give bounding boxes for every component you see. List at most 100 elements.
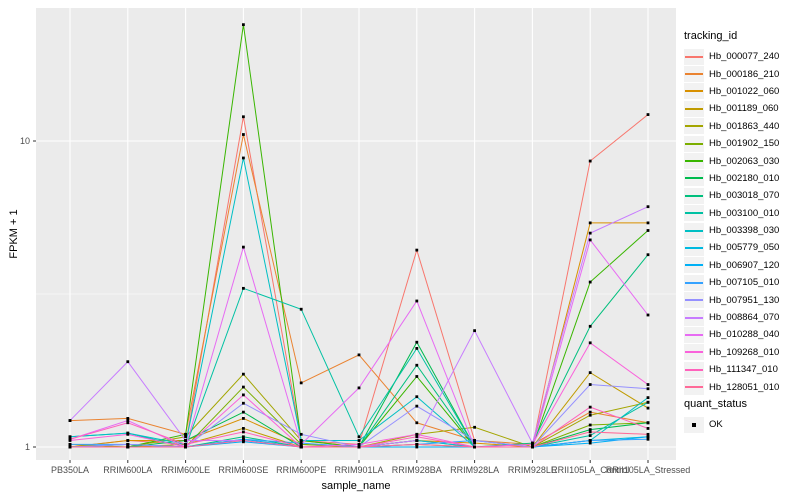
data-point: [415, 404, 419, 408]
data-point: [242, 385, 245, 389]
data-point: [299, 439, 303, 442]
legend-key-box: [684, 153, 704, 170]
legend-key-box: [684, 187, 704, 204]
x-tick-label: RRIM901LA: [334, 465, 383, 475]
data-point: [646, 387, 650, 391]
legend-entry: Hb_000077_240: [684, 48, 798, 65]
data-point: [126, 432, 130, 436]
legend-key-box: [684, 205, 704, 222]
x-tick-label: RRIM600LA: [103, 465, 152, 475]
data-point: [184, 435, 187, 439]
data-point: [588, 413, 592, 417]
data-point: [588, 159, 592, 163]
legend2-entries: OK: [684, 416, 798, 433]
legend-color-line: [685, 125, 703, 128]
data-point: [646, 113, 650, 116]
data-point: [126, 417, 130, 420]
data-point: [357, 435, 361, 439]
legend-entry: Hb_008864_070: [684, 309, 798, 326]
legend-color-line: [685, 316, 703, 319]
data-point: [415, 421, 419, 425]
data-point: [473, 329, 476, 333]
data-point: [126, 439, 130, 442]
legend-label: Hb_003100_010: [709, 207, 780, 219]
data-point: [646, 313, 650, 317]
legend-color-line: [685, 160, 703, 163]
data-point: [242, 372, 245, 376]
data-point: [473, 445, 476, 449]
legend-entry-quant: OK: [684, 416, 798, 433]
legend-entries: Hb_000077_240 Hb_000186_210 Hb_001022_060 H…: [684, 48, 798, 396]
data-point: [242, 115, 245, 119]
data-point: [588, 428, 592, 431]
legend-quant-status: quant_status OK: [684, 398, 798, 433]
legend-entry: Hb_000186_210: [684, 65, 798, 83]
legend-label: Hb_128051_010: [709, 381, 780, 393]
data-point: [184, 445, 187, 449]
legend-label: Hb_000186_210: [709, 68, 780, 80]
legend-key-box: [684, 416, 704, 433]
legend-label: Hb_005779_050: [709, 242, 780, 254]
data-point: [415, 432, 419, 436]
legend-label: Hb_002063_030: [709, 155, 780, 167]
legend-label: Hb_007105_010: [709, 277, 780, 289]
data-point: [588, 430, 592, 434]
data-point: [184, 442, 187, 446]
data-point: [242, 430, 245, 434]
data-point: [126, 360, 130, 364]
x-tick-label: RRIM600SE: [218, 465, 268, 475]
data-point: [242, 435, 245, 439]
legend-key-box: [684, 344, 704, 361]
legend-color-line: [685, 177, 703, 180]
legend-key-box: [684, 257, 704, 274]
legend-entry: Hb_002063_030: [684, 152, 798, 170]
legend-entry: Hb_001863_440: [684, 118, 798, 135]
x-tick-label: PB350LA: [51, 465, 89, 475]
data-point: [588, 410, 592, 414]
data-point: [68, 445, 72, 449]
legend-key-box: [684, 309, 704, 326]
data-point: [588, 434, 592, 437]
legend-key-box: [684, 222, 704, 239]
data-point: [68, 442, 72, 446]
data-point: [126, 442, 130, 446]
data-point: [415, 375, 419, 378]
legend-label: Hb_001902_150: [709, 138, 780, 150]
y-tick-label: 10: [20, 136, 30, 146]
legend-entry: Hb_001902_150: [684, 135, 798, 152]
data-point: [588, 439, 592, 442]
legend-key-box: [684, 48, 704, 65]
data-point: [126, 419, 130, 422]
data-point: [68, 435, 72, 439]
legend-label: Hb_109268_010: [709, 346, 780, 358]
legend-key-box: [684, 326, 704, 343]
legend-key-box: [684, 100, 704, 117]
data-point: [646, 221, 650, 225]
legend-label: Hb_001022_060: [709, 85, 780, 97]
data-point: [299, 307, 303, 311]
data-point: [299, 432, 303, 436]
legend-key-box: [684, 292, 704, 309]
data-point: [646, 229, 650, 232]
data-point: [646, 421, 650, 425]
data-point: [299, 445, 303, 449]
legend-tracking-id: tracking_id Hb_000077_240 Hb_000186_210 Hb…: [684, 30, 798, 396]
legend-key-box: [684, 118, 704, 135]
data-point: [415, 442, 419, 446]
legend-color-line: [685, 90, 703, 93]
legend-color-line: [685, 333, 703, 336]
legend-color-line: [685, 73, 703, 76]
data-point: [242, 427, 245, 430]
legend-key-box: [684, 239, 704, 256]
x-tick-label: RRIM928LE: [508, 465, 557, 475]
data-point: [242, 156, 245, 160]
data-point: [184, 439, 187, 442]
data-point: [242, 23, 245, 27]
data-point: [357, 439, 361, 442]
legend-label: Hb_006907_120: [709, 259, 780, 271]
legend-key-box: [684, 135, 704, 152]
legend-label: Hb_007951_130: [709, 294, 780, 306]
x-tick-label: RRIM928BA: [392, 465, 442, 475]
x-tick-label: RRII105LA_Control: [551, 465, 629, 475]
